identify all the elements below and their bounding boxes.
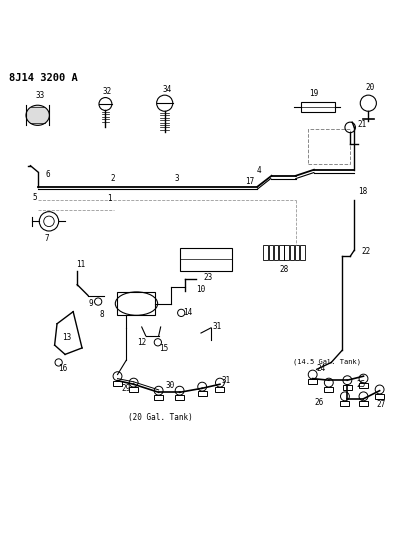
Text: 30: 30 bbox=[165, 381, 174, 390]
Text: 32: 32 bbox=[102, 87, 112, 96]
Bar bbox=[154, 395, 163, 400]
Text: 12: 12 bbox=[137, 338, 146, 347]
Text: 2: 2 bbox=[110, 174, 114, 183]
Bar bbox=[300, 102, 335, 112]
Text: 25: 25 bbox=[356, 379, 365, 389]
Text: 22: 22 bbox=[361, 247, 370, 256]
Text: 26: 26 bbox=[314, 398, 323, 407]
Text: 14: 14 bbox=[183, 309, 192, 317]
Text: 31: 31 bbox=[221, 376, 230, 385]
Text: 27: 27 bbox=[376, 400, 385, 409]
Text: 9: 9 bbox=[88, 299, 93, 308]
Bar bbox=[358, 401, 367, 406]
Bar bbox=[113, 381, 121, 386]
Text: 29: 29 bbox=[121, 384, 130, 393]
Bar bbox=[299, 245, 304, 260]
Text: 4: 4 bbox=[256, 166, 260, 175]
Bar bbox=[307, 130, 350, 164]
Ellipse shape bbox=[26, 105, 49, 125]
Text: 33: 33 bbox=[35, 92, 44, 100]
Text: 8J14 3200 A: 8J14 3200 A bbox=[9, 73, 78, 83]
Text: 19: 19 bbox=[309, 90, 318, 99]
Text: 5: 5 bbox=[32, 192, 37, 201]
Text: 6: 6 bbox=[45, 170, 50, 179]
Text: 31: 31 bbox=[212, 322, 221, 330]
Bar bbox=[263, 245, 267, 260]
Bar bbox=[324, 387, 333, 392]
Bar bbox=[215, 387, 224, 392]
Bar bbox=[307, 379, 316, 384]
Text: 3: 3 bbox=[174, 174, 179, 183]
Text: 20: 20 bbox=[365, 83, 374, 92]
Text: 15: 15 bbox=[158, 344, 168, 353]
Text: 16: 16 bbox=[58, 364, 67, 373]
Bar bbox=[340, 401, 349, 406]
Text: (14.5 Gal. Tank): (14.5 Gal. Tank) bbox=[292, 358, 360, 365]
Bar bbox=[268, 245, 273, 260]
Bar bbox=[273, 245, 278, 260]
Bar bbox=[358, 383, 367, 388]
Bar bbox=[342, 385, 351, 390]
Bar bbox=[284, 245, 288, 260]
Bar bbox=[175, 395, 183, 400]
Text: 24: 24 bbox=[315, 364, 324, 373]
Bar bbox=[294, 245, 298, 260]
Text: 13: 13 bbox=[62, 333, 71, 342]
Text: 21: 21 bbox=[357, 120, 366, 128]
Bar bbox=[289, 245, 293, 260]
Text: 11: 11 bbox=[76, 260, 85, 269]
Text: 8: 8 bbox=[99, 310, 103, 319]
Text: (20 Gal. Tank): (20 Gal. Tank) bbox=[128, 413, 192, 422]
Bar bbox=[129, 387, 138, 392]
Bar bbox=[197, 391, 206, 397]
Bar bbox=[117, 292, 155, 316]
Text: 17: 17 bbox=[244, 176, 254, 185]
Bar bbox=[279, 245, 283, 260]
Text: 34: 34 bbox=[162, 85, 171, 94]
Bar bbox=[374, 394, 383, 399]
Text: 10: 10 bbox=[196, 285, 205, 294]
Bar bbox=[179, 248, 232, 271]
Text: 28: 28 bbox=[278, 265, 288, 274]
Text: 7: 7 bbox=[45, 234, 49, 243]
Text: 23: 23 bbox=[203, 273, 212, 282]
Text: 18: 18 bbox=[357, 188, 366, 196]
Text: 1: 1 bbox=[107, 194, 111, 203]
